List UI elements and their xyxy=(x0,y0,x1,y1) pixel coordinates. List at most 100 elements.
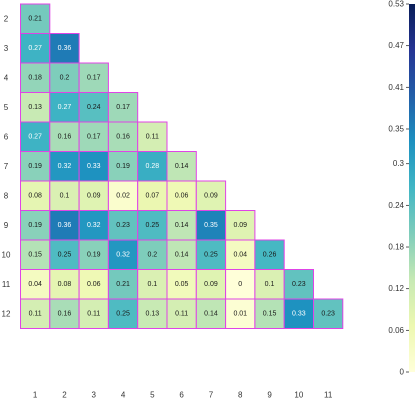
heatmap-cell xyxy=(107,269,139,300)
cell-value-label: 0.15 xyxy=(263,310,277,317)
heatmap-cell xyxy=(166,180,197,211)
heatmap-cell xyxy=(137,151,168,182)
cell-value-label: 0.2 xyxy=(147,251,157,258)
cell-value-label: 0.25 xyxy=(116,310,130,317)
cell-value-label: 0.27 xyxy=(28,45,42,52)
cell-value-label: 0.27 xyxy=(58,104,72,111)
heatmap-cell xyxy=(49,298,80,329)
cell-value-label: 0.15 xyxy=(28,251,42,258)
heatmap-cell xyxy=(49,92,80,123)
cell-value-label: 0.23 xyxy=(116,222,130,229)
x-tick-label: 2 xyxy=(62,391,67,400)
cell-value-label: 0.21 xyxy=(116,281,130,288)
cell-value-label: 0.09 xyxy=(233,222,247,229)
heatmap-cell xyxy=(254,269,285,300)
heatmap-cell xyxy=(254,298,285,329)
cell-value-label: 0.19 xyxy=(28,163,42,170)
x-tick-label: 4 xyxy=(121,391,126,400)
colorbar-tick-label: 0 xyxy=(400,368,405,377)
x-tick-label: 6 xyxy=(179,391,184,400)
cell-value-label: 0.35 xyxy=(204,222,218,229)
x-tick-label: 9 xyxy=(267,391,272,400)
y-tick-label: 5 xyxy=(4,103,9,112)
x-tick-label: 3 xyxy=(92,391,97,400)
x-tick-label: 5 xyxy=(150,391,155,400)
colorbar-tick-label: 0.3 xyxy=(393,159,405,168)
cell-value-label: 0.25 xyxy=(58,251,72,258)
cell-value-label: 0.17 xyxy=(87,74,101,81)
heatmap-cell xyxy=(283,269,315,300)
x-tick-label: 7 xyxy=(209,391,214,400)
cell-value-label: 0.16 xyxy=(58,133,72,140)
colorbar-tick-label: 0.24 xyxy=(388,201,404,210)
cell-value-label: 0.13 xyxy=(146,310,160,317)
heatmap-cell xyxy=(20,151,51,182)
heatmap-cell xyxy=(78,269,109,300)
heatmap-cells xyxy=(20,3,344,329)
cell-value-label: 0.09 xyxy=(204,192,218,199)
cell-value-label: 0.11 xyxy=(29,310,42,317)
heatmap-cell xyxy=(254,239,285,270)
x-axis: 1 2 3 4 5 6 7 8 9 10 11 xyxy=(33,391,333,400)
heatmap-cell-labels: 0.21 0.27 0.36 0.18 0.2 0.17 0.13 0.27 0.24 0.17 0… xyxy=(28,15,335,317)
heatmap-cell xyxy=(166,269,197,300)
x-tick-label: 10 xyxy=(294,391,303,400)
heatmap-cell xyxy=(20,180,51,211)
cell-value-label: 0.32 xyxy=(87,222,101,229)
heatmap-cell xyxy=(225,210,256,241)
heatmap-cell xyxy=(20,239,51,270)
heatmap-cell xyxy=(20,3,51,34)
heatmap-cell xyxy=(195,298,227,329)
cell-value-label: 0.17 xyxy=(116,104,130,111)
cell-value-label: 0.19 xyxy=(28,222,42,229)
colorbar-tick-label: 0.53 xyxy=(388,0,404,9)
cell-value-label: 0.19 xyxy=(87,251,101,258)
cell-value-label: 0.06 xyxy=(175,192,189,199)
y-tick-label: 9 xyxy=(4,221,9,230)
heatmap-cell xyxy=(49,180,80,211)
cell-value-label: 0.08 xyxy=(28,192,42,199)
cell-value-label: 0.19 xyxy=(116,163,130,170)
cell-value-label: 0.11 xyxy=(146,133,159,140)
cell-value-label: 0.09 xyxy=(87,192,101,199)
colorbar-tick-label: 0.35 xyxy=(388,124,404,133)
colorbar-tick-label: 0.47 xyxy=(388,41,404,50)
heatmap-cell xyxy=(107,151,139,182)
cell-value-label: 0.27 xyxy=(28,133,42,140)
colorbar-ticks: 0 0.06 0.12 0.18 0.24 0.3 0.35 0.41 0.47 0.53 xyxy=(388,0,409,377)
x-tick-label: 8 xyxy=(238,391,243,400)
cell-value-label: 0.11 xyxy=(175,310,188,317)
cell-value-label: 0.09 xyxy=(204,281,218,288)
heatmap-cell xyxy=(107,121,139,152)
cell-value-label: 0.25 xyxy=(146,222,160,229)
heatmap-cell xyxy=(49,121,80,152)
cell-value-label: 0.01 xyxy=(233,310,247,317)
cell-value-label: 0.14 xyxy=(175,222,189,229)
heatmap-cell xyxy=(166,151,197,182)
cell-value-label: 0.07 xyxy=(146,192,160,199)
x-tick-label: 1 xyxy=(33,391,38,400)
cell-value-label: 0.08 xyxy=(58,281,72,288)
heatmap-cell xyxy=(49,269,80,300)
cell-value-label: 0.28 xyxy=(146,163,160,170)
y-tick-label: 3 xyxy=(4,44,9,53)
heatmap-cell xyxy=(225,269,256,300)
cell-value-label: 0.13 xyxy=(28,104,42,111)
heatmap-cell xyxy=(313,298,344,329)
cell-value-label: 0.04 xyxy=(28,281,42,288)
y-axis: 2 3 4 5 6 7 8 9 10 11 12 xyxy=(2,14,11,318)
y-tick-label: 11 xyxy=(2,280,11,289)
heatmap-cell xyxy=(20,269,51,300)
cell-value-label: 0.23 xyxy=(292,281,306,288)
cell-value-label: 0.33 xyxy=(292,310,306,317)
cell-value-label: 0.06 xyxy=(87,281,101,288)
y-tick-label: 12 xyxy=(2,309,11,318)
cell-value-label: 0.25 xyxy=(204,251,218,258)
y-tick-label: 8 xyxy=(4,191,9,200)
heatmap-cell xyxy=(20,298,51,329)
y-tick-label: 10 xyxy=(2,250,11,259)
cell-value-label: 0 xyxy=(238,281,242,288)
cell-value-label: 0.18 xyxy=(28,74,42,81)
cell-value-label: 0.02 xyxy=(116,192,130,199)
